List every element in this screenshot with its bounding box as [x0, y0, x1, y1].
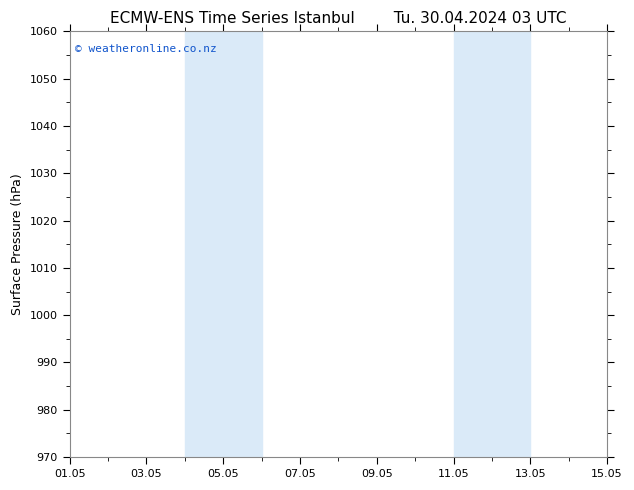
- Bar: [184, 31, 262, 457]
- Text: © weatheronline.co.nz: © weatheronline.co.nz: [75, 44, 217, 54]
- Bar: [453, 31, 530, 457]
- Y-axis label: Surface Pressure (hPa): Surface Pressure (hPa): [11, 173, 24, 315]
- Title: ECMW-ENS Time Series Istanbul        Tu. 30.04.2024 03 UTC: ECMW-ENS Time Series Istanbul Tu. 30.04.…: [110, 11, 567, 26]
